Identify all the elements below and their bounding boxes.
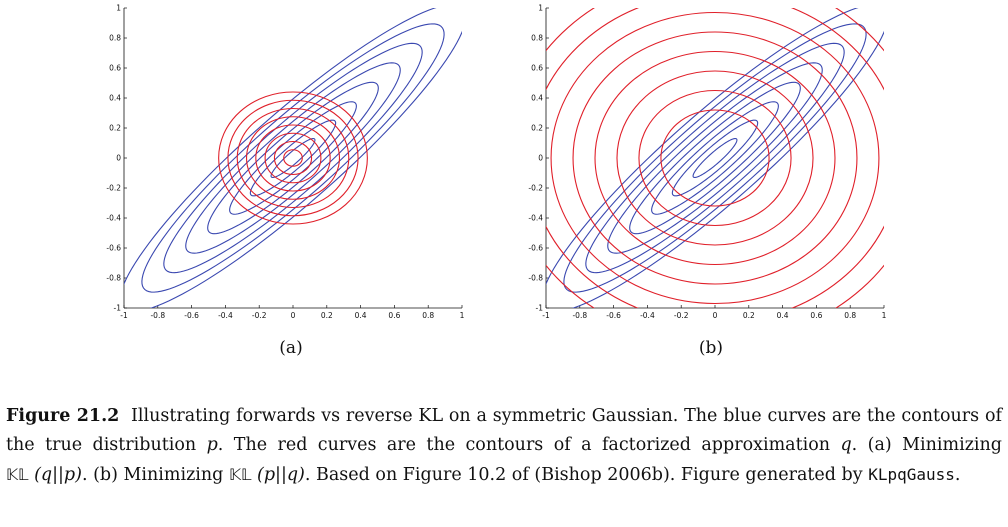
true-dist-contour: [207, 81, 379, 235]
x-tick-label-b: 1: [882, 311, 887, 320]
true-dist-contour: [185, 62, 401, 254]
approx-contour: [255, 124, 331, 192]
true-dist-contour: [163, 42, 423, 274]
contours-a: [124, 8, 462, 308]
true-dist-contour: [270, 137, 316, 179]
y-tick-label-b: -0.2: [528, 184, 543, 193]
approx-contour: [236, 107, 350, 209]
approx-contour: [264, 132, 322, 184]
true-dist-contour: [124, 8, 462, 308]
caption-text-6: .: [954, 465, 961, 485]
x-tick-label-b: 0: [713, 311, 718, 320]
true-dist-contour: [563, 23, 867, 293]
x-tick-label-b: 0.6: [810, 311, 822, 320]
approx-contour: [616, 70, 814, 246]
y-tick-label-b: 0.2: [531, 124, 543, 133]
approx-contour: [218, 91, 368, 225]
true-dist-contour: [651, 101, 779, 215]
y-tick-label-b: 0.4: [531, 94, 543, 103]
approx-contour: [273, 140, 313, 176]
x-tick-label-a: 0.8: [422, 311, 434, 320]
figure-caption: Figure 21.2 Illustrating forwards vs rev…: [6, 402, 1002, 490]
panel-b-plot: 1 0.8 0.6 0.4 0.2 0 -0.2 -0.4 -0.6 -0.8 -1-1 -0.8 -0…: [528, 4, 886, 321]
y-tick-label-a: 0.4: [109, 94, 121, 103]
y-tick-label-b: -0.8: [528, 274, 543, 283]
y-tick-label-b: 0: [538, 154, 543, 163]
y-tick-label-a: 0.6: [109, 64, 121, 73]
y-tick-label-a: 0.8: [109, 34, 121, 43]
x-tick-label-a: 0.6: [388, 311, 400, 320]
y-tick-label-b: 1: [538, 4, 543, 13]
approx-contour: [546, 8, 884, 308]
caption-lead: Figure 21.2: [6, 406, 120, 426]
true-dist-contour: [229, 101, 357, 215]
approx-contour: [572, 31, 858, 285]
caption-p: p: [206, 435, 218, 455]
x-tick-label-a: 0.2: [321, 311, 333, 320]
approx-contour: [283, 149, 303, 167]
y-tick-label-b: 0.8: [531, 34, 543, 43]
approx-contour: [638, 89, 792, 227]
caption-text-1: Illustrating forwards vs reverse KL on a…: [6, 406, 1002, 455]
panel-a-plot: 1 0.8 0.6 0.4 0.2 0 -0.2 -0.4 -0.6 -0.8 -1-1 -0.8 -0…: [106, 4, 464, 321]
axes-b: 1 0.8 0.6 0.4 0.2 0 -0.2 -0.4 -0.6 -0.8 -1-1 -0.8 -0…: [528, 4, 886, 321]
y-tick-label-a: -0.6: [106, 244, 121, 253]
caption-kl-b-args: (p||q): [257, 465, 305, 485]
x-tick-label-b: 0.2: [743, 311, 755, 320]
caption-text-4: . (b) Minimizing: [81, 465, 229, 485]
y-tick-label-a: -0.8: [106, 274, 121, 283]
caption-text-5: . Based on Figure 10.2 of (Bishop 2006b)…: [304, 465, 869, 485]
true-dist-contour: [546, 8, 884, 308]
y-tick-label-a: 0: [116, 154, 121, 163]
approx-contour: [594, 50, 836, 266]
approx-contour: [550, 11, 880, 305]
true-dist-contour: [141, 23, 445, 293]
y-tick-label-a: 0.2: [109, 124, 121, 133]
axes-a: 1 0.8 0.6 0.4 0.2 0 -0.2 -0.4 -0.6 -0.8 -1-1 -0.8 -0…: [106, 4, 464, 321]
x-tick-label-a: -0.4: [218, 311, 233, 320]
x-tick-label-a: -0.6: [184, 311, 199, 320]
y-tick-label-a: -0.4: [106, 214, 121, 223]
approx-contour: [245, 116, 341, 200]
x-tick-label-a: 1: [460, 311, 465, 320]
x-tick-label-a: 0.4: [355, 311, 367, 320]
caption-code: KLpqGauss: [868, 465, 955, 484]
caption-text-3: . (a) Minimizing: [851, 435, 1002, 455]
true-dist-contour: [671, 119, 759, 197]
y-tick-label-a: -0.2: [106, 184, 121, 193]
caption-kl-b: 𝕂𝕃: [228, 465, 252, 484]
caption-q: q: [840, 435, 852, 455]
true-dist-contour: [585, 42, 845, 274]
x-tick-label-a: -0.8: [150, 311, 165, 320]
true-dist-contour: [249, 119, 337, 197]
x-tick-label-a: 0: [291, 311, 296, 320]
caption-kl-a: 𝕂𝕃: [6, 465, 29, 484]
x-tick-label-b: -0.6: [606, 311, 621, 320]
x-tick-label-a: -1: [120, 311, 128, 320]
true-dist-contour: [629, 81, 801, 235]
x-tick-label-b: 0.4: [777, 311, 789, 320]
approx-contour: [660, 109, 770, 207]
true-dist-contour: [607, 62, 823, 254]
y-tick-label-b: -1: [536, 304, 544, 313]
caption-kl-a-args: (q||p): [34, 465, 82, 485]
caption-text-2: . The red curves are the contours of a f…: [217, 435, 841, 455]
true-dist-contour: [692, 137, 738, 179]
x-tick-label-b: -1: [542, 311, 550, 320]
y-tick-label-a: 1: [116, 4, 121, 13]
x-tick-label-b: 0.8: [844, 311, 856, 320]
x-tick-label-a: -0.2: [252, 311, 267, 320]
y-tick-label-b: -0.4: [528, 214, 543, 223]
y-tick-label-b: 0.6: [531, 64, 543, 73]
x-tick-label-b: -0.4: [640, 311, 655, 320]
y-tick-label-b: -0.6: [528, 244, 543, 253]
y-tick-label-a: -1: [114, 304, 122, 313]
contours-b: [546, 8, 884, 308]
panel-a-label: (a): [279, 338, 303, 358]
approx-contour: [227, 99, 359, 217]
x-tick-label-b: -0.8: [572, 311, 587, 320]
x-tick-label-b: -0.2: [674, 311, 689, 320]
panel-b-label: (b): [698, 338, 724, 358]
